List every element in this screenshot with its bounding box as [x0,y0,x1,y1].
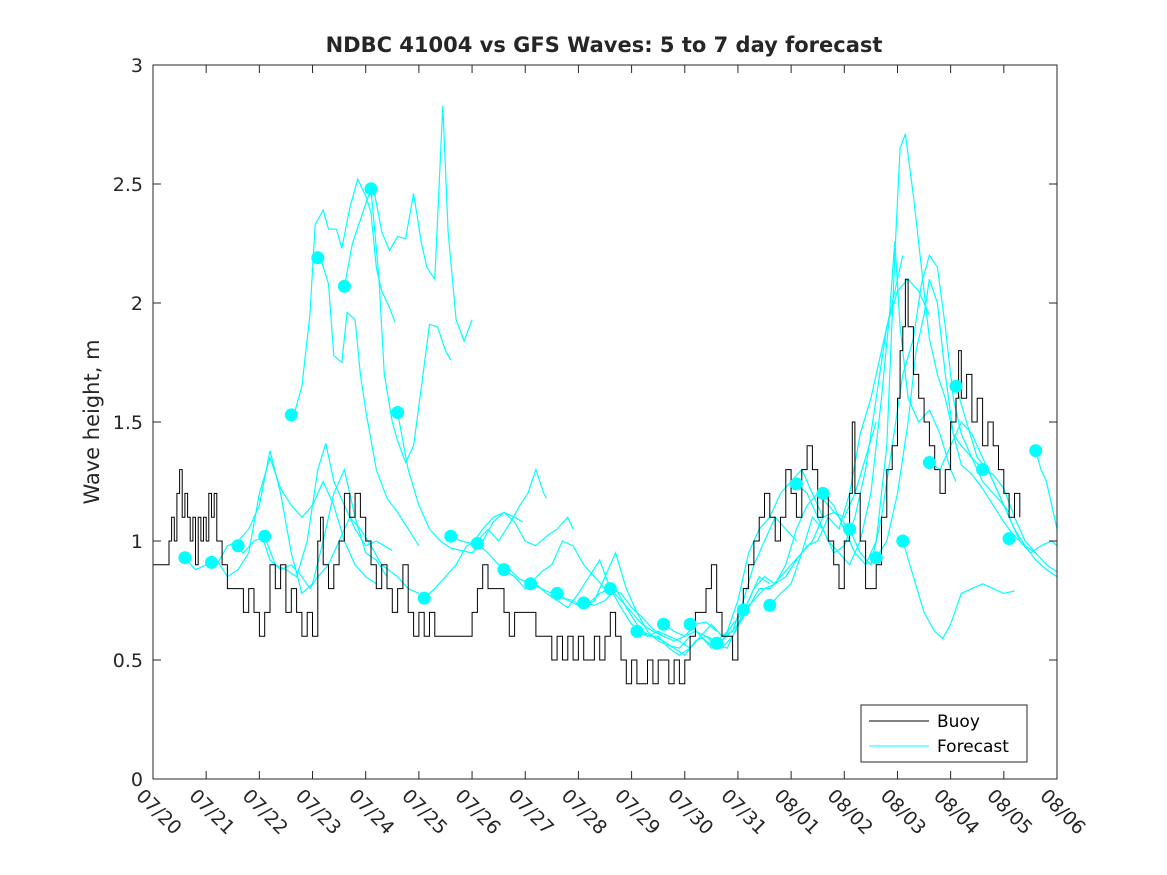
y-tick-label-3: 1.5 [113,412,143,434]
forecast-line-30 [982,469,1058,573]
forecast-line-18 [663,468,824,642]
forecast-line-26 [875,279,1037,559]
forecast-marker-24 [816,486,830,500]
legend-box [860,704,1028,763]
x-tick-label-7: 07/27 [504,785,558,839]
forecast-marker-23 [789,477,803,491]
x-tick-label-16: 08/05 [982,785,1036,839]
y-tick-label-5: 2.5 [113,174,143,196]
legend: Buoy Forecast [860,704,1028,763]
x-tick-label-10: 07/30 [663,785,717,839]
x-tick-label-2: 07/22 [238,785,292,839]
x-tick-label-12: 08/01 [770,785,824,839]
forecast-marker-9 [417,591,431,605]
forecast-marker-5 [311,251,325,265]
x-tick-label-9: 07/29 [610,785,664,839]
forecast-marker-29 [949,379,963,393]
markers-layer [178,182,1043,650]
x-tick-label-17: 08/06 [1035,785,1089,839]
forecast-marker-2 [231,539,245,553]
forecast-marker-18 [657,617,670,631]
forecast-marker-31 [1002,532,1016,546]
y-tick-label-2: 1 [131,531,143,553]
forecast-marker-12 [497,563,511,577]
forecast-marker-27 [896,534,910,548]
forecast-marker-16 [603,582,617,596]
forecast-line-17 [636,516,797,649]
x-tick-label-8: 07/28 [557,785,611,839]
x-tick-label-1: 07/21 [185,785,239,839]
x-tick-label-0: 07/20 [131,785,185,839]
forecast-line-25 [849,253,1010,567]
forecast-marker-21 [736,603,750,617]
y-axis-label: Wave height, m [80,339,104,504]
forecast-marker-25 [843,522,857,536]
x-tick-label-5: 07/25 [397,785,451,839]
forecast-marker-30 [976,463,990,477]
forecast-marker-32 [1029,444,1043,458]
forecast-marker-19 [683,617,697,631]
buoy-line [153,278,1021,685]
y-tick-label-1: 0.5 [113,650,143,672]
forecast-marker-3 [258,529,272,543]
y-tick-label-4: 2 [131,293,143,315]
forecast-marker-13 [524,577,538,591]
plot-background [153,65,1057,779]
forecast-marker-10 [444,529,458,543]
forecast-marker-0 [178,551,192,565]
x-tick-label-13: 08/02 [823,785,877,839]
forecast-line-27 [902,540,1015,640]
forecast-line-5 [319,257,420,547]
forecast-marker-6 [337,279,351,293]
forecast-marker-22 [763,598,777,612]
forecast-line-7 [370,188,452,465]
x-tick-label-4: 07/24 [344,785,398,839]
y-tick-label-0: 0 [131,769,143,791]
legend-forecast-label: Forecast [937,737,1009,757]
x-tick-label-15: 08/04 [929,785,983,839]
x-tick-label-14: 08/03 [876,785,930,839]
forecast-marker-14 [550,586,564,600]
forecast-marker-15 [577,596,591,610]
forecast-marker-17 [630,624,644,638]
forecast-line-6 [343,105,473,343]
x-tick-label-6: 07/26 [451,785,505,839]
forecast-marker-26 [869,551,883,565]
legend-buoy-label: Buoy [937,712,980,732]
forecast-marker-1 [205,555,218,569]
chart-title: NDBC 41004 vs GFS Waves: 5 to 7 day fore… [326,33,883,57]
forecast-marker-28 [922,456,936,469]
x-tick-label-11: 07/31 [716,785,770,839]
forecast-marker-11 [470,536,484,550]
forecast-line-31 [1035,450,1058,530]
forecast-line-9 [423,467,548,599]
forecast-marker-7 [364,182,378,196]
forecast-marker-20 [710,636,724,650]
forecast-marker-4 [284,408,298,422]
x-tick-label-3: 07/23 [291,785,345,839]
forecast-line-23 [796,241,957,566]
forecast-marker-8 [391,406,405,419]
y-tick-label-6: 3 [131,55,143,77]
